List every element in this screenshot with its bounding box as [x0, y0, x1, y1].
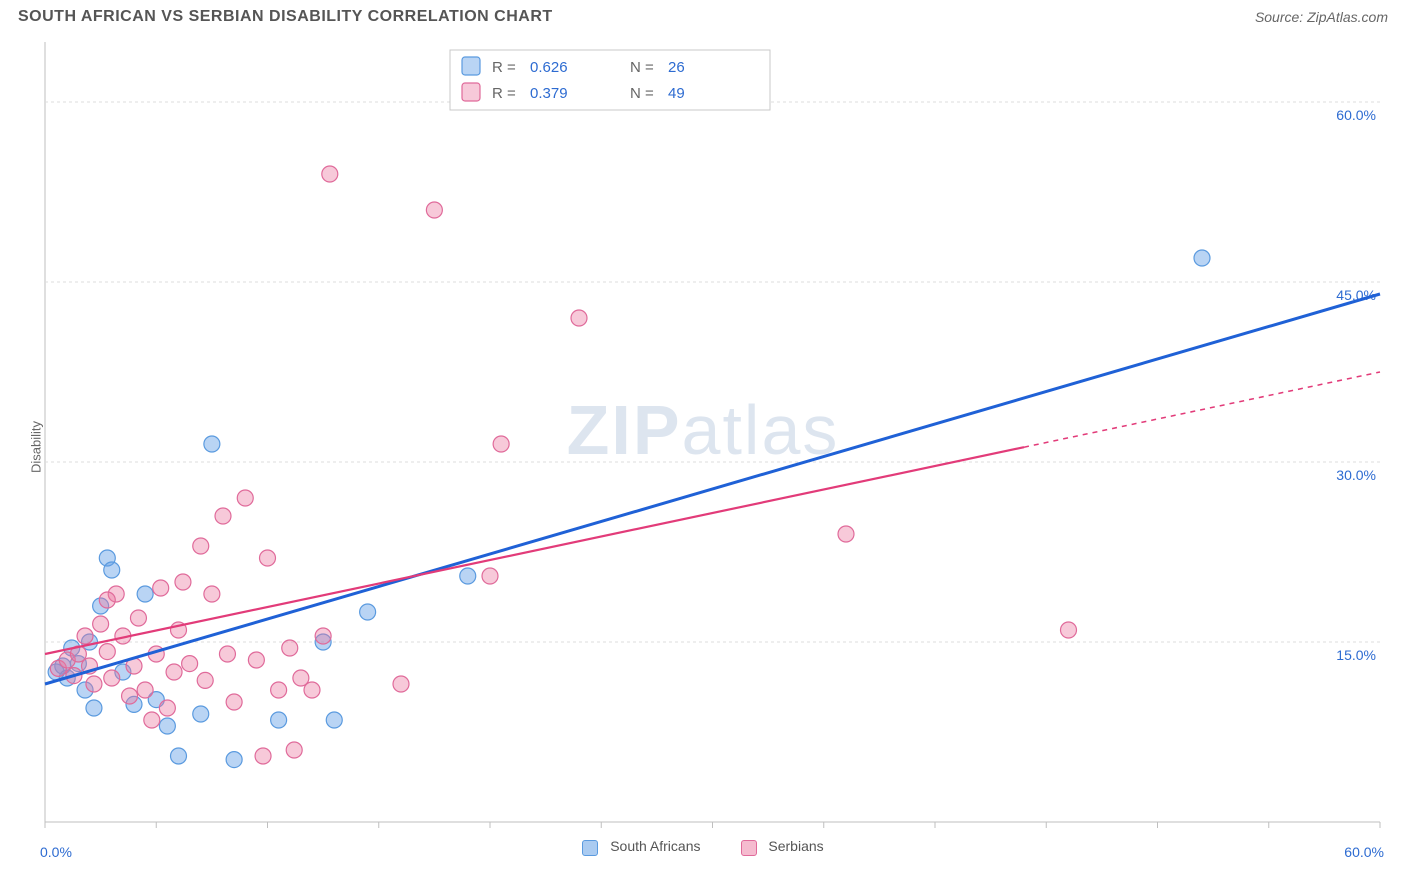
svg-text:0.379: 0.379: [530, 85, 568, 102]
legend-swatch-icon: [741, 840, 757, 856]
svg-text:0.626: 0.626: [530, 59, 568, 76]
svg-text:49: 49: [668, 85, 685, 102]
source-attribution: Source: ZipAtlas.com: [1255, 9, 1388, 25]
legend-label: Serbians: [768, 838, 823, 854]
x-axis-max-label: 60.0%: [1344, 844, 1384, 860]
y-axis-label: Disability: [29, 421, 44, 473]
svg-text:N =: N =: [630, 59, 654, 76]
svg-text:60.0%: 60.0%: [1336, 107, 1376, 123]
legend-item-serbians: Serbians: [741, 838, 824, 855]
legend-item-south-africans: South Africans: [582, 838, 700, 855]
svg-text:R =: R =: [492, 59, 516, 76]
svg-text:N =: N =: [630, 85, 654, 102]
legend-label: South Africans: [610, 838, 700, 854]
svg-text:26: 26: [668, 59, 685, 76]
x-axis-min-label: 0.0%: [40, 844, 72, 860]
bottom-legend: 0.0% South Africans Serbians 60.0%: [0, 832, 1406, 862]
scatter-chart: 15.0%30.0%45.0%60.0%R =0.626N =26R =0.37…: [0, 32, 1406, 862]
chart-container: Disability 15.0%30.0%45.0%60.0%R =0.626N…: [0, 32, 1406, 862]
svg-text:R =: R =: [492, 85, 516, 102]
chart-title: SOUTH AFRICAN VS SERBIAN DISABILITY CORR…: [18, 8, 553, 26]
svg-text:30.0%: 30.0%: [1336, 467, 1376, 483]
legend-swatch-icon: [582, 840, 598, 856]
svg-text:15.0%: 15.0%: [1336, 647, 1376, 663]
